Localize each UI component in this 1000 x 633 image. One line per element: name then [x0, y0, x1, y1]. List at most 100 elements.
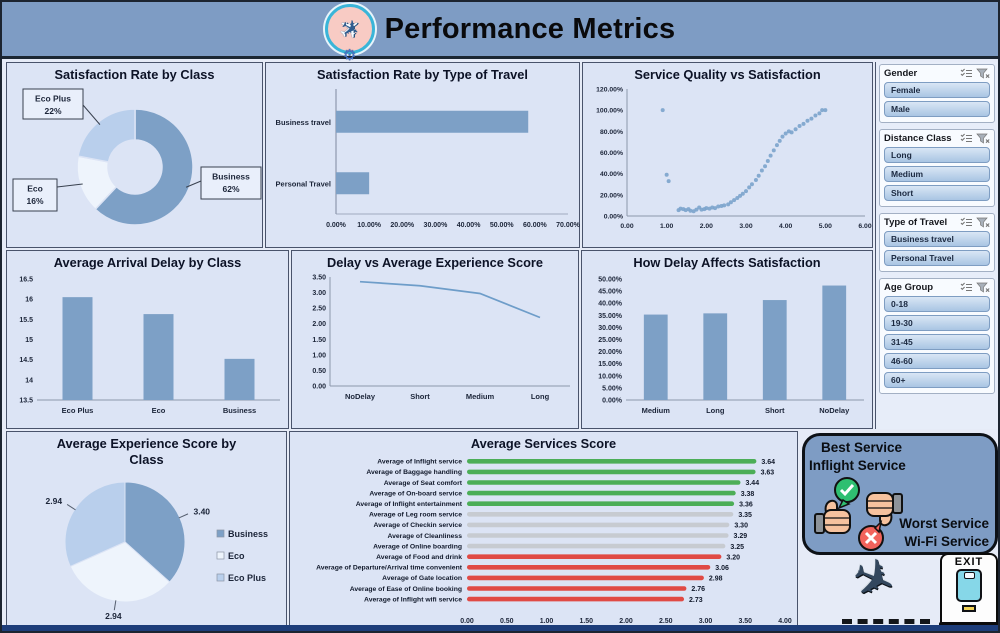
slicer-title: Gender: [884, 68, 918, 79]
svg-text:3.35: 3.35: [738, 512, 752, 519]
svg-text:16: 16: [25, 297, 33, 304]
svg-text:Medium: Medium: [466, 392, 495, 401]
slicer-item-0-18[interactable]: 0-18: [884, 296, 990, 312]
svg-text:120.00%: 120.00%: [596, 86, 623, 93]
svg-text:3.38: 3.38: [741, 491, 755, 498]
svg-text:Average of Leg room service: Average of Leg room service: [369, 512, 462, 519]
svg-text:4.00: 4.00: [779, 223, 792, 230]
slicer-item-business-travel[interactable]: Business travel: [884, 231, 990, 247]
hbar-chart: Business travel Personal Travel 0.00% 10.00…: [266, 83, 581, 248]
svg-text:2.76: 2.76: [691, 586, 705, 593]
svg-text:Medium: Medium: [642, 406, 671, 415]
exit-door-panel: [956, 569, 982, 602]
slicer-item-31-45[interactable]: 31-45: [884, 334, 990, 350]
donut-chart: Business 62% Eco 16% Eco Plus 22%: [7, 83, 262, 248]
multiselect-icon[interactable]: [960, 133, 973, 144]
svg-text:2.00: 2.00: [700, 223, 713, 230]
slicer-item-46-60[interactable]: 46-60: [884, 353, 990, 369]
svg-text:1.00: 1.00: [660, 223, 673, 230]
slicer-item-medium[interactable]: Medium: [884, 166, 990, 182]
svg-text:10.00%: 10.00%: [598, 373, 623, 380]
svg-text:Short: Short: [410, 392, 430, 401]
svg-text:3.36: 3.36: [739, 501, 753, 508]
airplane-glyph: ✈: [842, 544, 906, 616]
svg-text:Short: Short: [765, 406, 785, 415]
svg-text:45.00%: 45.00%: [598, 289, 623, 296]
svg-text:Average of Cleanliness: Average of Cleanliness: [387, 533, 462, 540]
slicer-item-long[interactable]: Long: [884, 147, 990, 163]
svg-text:2.50: 2.50: [659, 618, 673, 625]
panel-satisfaction-by-travel: Satisfaction Rate by Type of Travel Busi…: [265, 62, 581, 248]
exit-door-tab: [963, 572, 975, 579]
svg-text:6.00: 6.00: [858, 223, 871, 230]
svg-text:13.5: 13.5: [19, 397, 33, 404]
svg-text:Average of Seat comfort: Average of Seat comfort: [384, 480, 463, 487]
slicer-distance-class: Distance Class Long Medium Short: [879, 129, 995, 207]
chart-title: Service Quality vs Satisfaction: [634, 67, 821, 82]
panel-quality-vs-satisfaction: Service Quality vs Satisfaction 0.00% 20.…: [582, 62, 873, 248]
svg-text:3.00: 3.00: [312, 290, 326, 297]
slicer-item-19-30[interactable]: 19-30: [884, 315, 990, 331]
svg-text:80.00%: 80.00%: [600, 129, 623, 136]
multiselect-icon[interactable]: [960, 217, 973, 228]
svg-text:62%: 62%: [222, 184, 239, 194]
svg-text:14: 14: [25, 377, 33, 384]
svg-text:3.20: 3.20: [726, 554, 740, 561]
clear-filter-icon[interactable]: [976, 133, 990, 144]
slicer-item-60-[interactable]: 60+: [884, 372, 990, 388]
svg-text:35.00%: 35.00%: [598, 313, 623, 320]
svg-text:2.00: 2.00: [312, 321, 326, 328]
svg-text:15: 15: [25, 337, 33, 344]
svg-text:16%: 16%: [26, 196, 43, 206]
clear-filter-icon[interactable]: [976, 217, 990, 228]
slicer-item-male[interactable]: Male: [884, 101, 990, 117]
services-bar-chart: Average of Inflight service 3.64 Average o…: [290, 452, 797, 631]
gear-icon: ⚙: [342, 47, 357, 64]
multiselect-icon[interactable]: [960, 68, 973, 79]
svg-text:10.00%: 10.00%: [357, 222, 382, 229]
slicer-item-short[interactable]: Short: [884, 185, 990, 201]
svg-text:2.00: 2.00: [619, 618, 633, 625]
slicer-title: Distance Class: [884, 133, 952, 144]
svg-text:Personal Travel: Personal Travel: [276, 179, 331, 188]
svg-text:3.44: 3.44: [745, 480, 759, 487]
svg-text:Eco: Eco: [228, 551, 245, 561]
svg-text:Average of Food and drink: Average of Food and drink: [376, 554, 462, 561]
svg-text:NoDelay: NoDelay: [345, 392, 376, 401]
multiselect-icon[interactable]: [960, 282, 973, 293]
svg-text:3.64: 3.64: [761, 459, 775, 466]
svg-text:Long: Long: [706, 406, 725, 415]
svg-text:Average of Inflight entertainm: Average of Inflight entertainment: [356, 501, 463, 508]
svg-text:Average of Gate location: Average of Gate location: [382, 575, 462, 582]
panel-services-score: Average Services Score Average of Inflig…: [289, 431, 798, 630]
exit-label: EXIT: [954, 556, 984, 568]
header: ✈ ✈ ⚙ Performance Metrics: [2, 2, 998, 64]
svg-text:Business travel: Business travel: [276, 118, 331, 127]
svg-text:2.94: 2.94: [46, 496, 63, 506]
svg-text:3.50: 3.50: [312, 274, 326, 281]
slicer-gender: Gender Female Male: [879, 64, 995, 123]
exit-door-icon[interactable]: EXIT: [939, 553, 998, 630]
svg-text:Average of Ease of Online book: Average of Ease of Online booking: [350, 586, 462, 593]
svg-text:Eco Plus: Eco Plus: [35, 93, 71, 103]
svg-text:50.00%: 50.00%: [598, 276, 623, 283]
svg-text:3.30: 3.30: [734, 523, 748, 530]
svg-text:15.5: 15.5: [19, 317, 33, 324]
thumbs-down-icon: [866, 492, 903, 527]
svg-text:1.50: 1.50: [579, 618, 593, 625]
panel-experience-by-class: Average Experience Score by Class 3.40 2.…: [6, 431, 287, 630]
svg-text:100.00%: 100.00%: [596, 108, 623, 115]
clear-filter-icon[interactable]: [976, 282, 990, 293]
line-chart: 0.00 0.50 1.00 1.50 2.00 2.50 3.00 3.50 NoDelay S…: [292, 271, 578, 415]
chart-title: Average Arrival Delay by Class: [53, 255, 242, 270]
slicer-item-personal-travel[interactable]: Personal Travel: [884, 250, 990, 266]
slicer-item-female[interactable]: Female: [884, 82, 990, 98]
svg-text:Long: Long: [531, 392, 550, 401]
clear-filter-icon[interactable]: [976, 68, 990, 79]
svg-text:15.00%: 15.00%: [598, 361, 623, 368]
svg-text:Eco: Eco: [27, 183, 43, 193]
svg-text:3.25: 3.25: [730, 544, 744, 551]
svg-text:Average of On-board service: Average of On-board service: [369, 490, 462, 497]
svg-text:2.98: 2.98: [709, 576, 723, 583]
